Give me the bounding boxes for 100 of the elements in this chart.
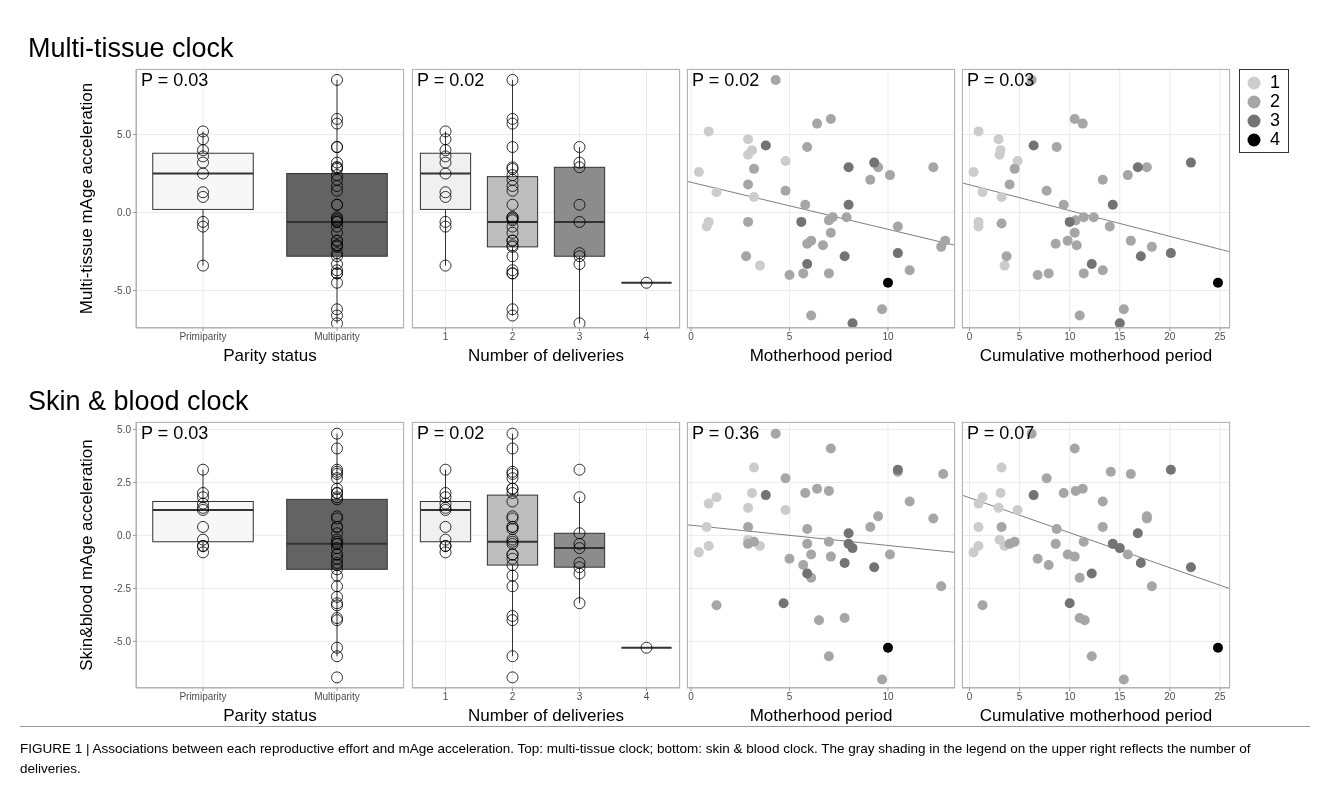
point (996, 462, 1007, 473)
point (1122, 170, 1133, 181)
point (1012, 504, 1023, 515)
point (806, 310, 817, 321)
point (1074, 310, 1085, 321)
point (1104, 221, 1115, 232)
point (996, 218, 1007, 229)
point (1062, 235, 1073, 246)
point (977, 187, 988, 198)
point (741, 251, 752, 262)
x-tick-label: 0 (966, 331, 973, 343)
point (812, 483, 823, 494)
point (1135, 557, 1146, 568)
point (883, 642, 893, 653)
point (1146, 581, 1157, 592)
point (928, 162, 939, 173)
point (749, 163, 759, 174)
x-tick-label: 5 (786, 691, 793, 703)
point (747, 488, 758, 498)
point (823, 651, 834, 662)
x-axis-title: Motherhood period (749, 706, 893, 725)
point (928, 513, 939, 524)
point (743, 216, 754, 227)
point (1074, 572, 1085, 583)
point (996, 521, 1007, 532)
x-tick-label: Primiparity (179, 691, 227, 703)
y-tick-label: 2.5 (117, 476, 132, 488)
point (784, 269, 795, 280)
point (1097, 521, 1108, 532)
point (802, 142, 813, 153)
point (977, 600, 988, 611)
point (743, 502, 754, 513)
point (743, 149, 754, 160)
point (711, 600, 722, 611)
x-tick-label: 3 (576, 331, 583, 343)
point (1009, 163, 1020, 174)
x-tick-label: 15 (1114, 691, 1126, 703)
point (968, 166, 979, 177)
point (936, 241, 947, 252)
x-tick-label: 25 (1214, 691, 1226, 703)
y-tick-label: -5.0 (113, 285, 132, 297)
chart-title: Skin & blood clock (28, 386, 249, 417)
point (1069, 443, 1080, 454)
point (1118, 304, 1129, 315)
point (1105, 466, 1116, 477)
x-axis-title: Cumulative motherhood period (979, 706, 1213, 725)
point (973, 126, 984, 137)
y-tick-label: 0.0 (117, 207, 132, 219)
point (1001, 251, 1012, 262)
point (1141, 162, 1152, 173)
point (693, 547, 704, 558)
point (798, 560, 809, 571)
annotation: P = 0.02 (417, 423, 485, 444)
annotation: P = 0.03 (141, 70, 209, 91)
point (800, 488, 811, 498)
point (839, 613, 850, 624)
point (877, 674, 888, 685)
annotation: P = 0.03 (141, 423, 209, 444)
point (843, 528, 854, 539)
point (825, 227, 836, 238)
point (798, 268, 809, 279)
point (1185, 562, 1196, 573)
chart-title: Multi-tissue clock (28, 33, 234, 64)
point (847, 318, 858, 328)
point (869, 157, 880, 168)
point (780, 156, 791, 167)
point (839, 251, 850, 262)
point (904, 496, 915, 507)
point (823, 215, 834, 226)
point (973, 540, 984, 551)
point (1132, 162, 1143, 173)
point (1088, 212, 1099, 223)
point (1058, 488, 1069, 498)
point (936, 581, 947, 592)
point (839, 557, 850, 568)
x-tick-label: 2 (509, 331, 516, 343)
x-tick-label: 0 (688, 691, 695, 703)
point (1122, 549, 1133, 560)
point (1041, 185, 1052, 196)
x-tick-label: Multiparity (314, 691, 360, 703)
point (780, 504, 791, 515)
point (996, 191, 1007, 202)
point (1032, 269, 1043, 280)
x-tick-label: 20 (1164, 331, 1176, 343)
point (780, 185, 791, 196)
point (1146, 241, 1157, 252)
y-axis-title: Skin&blood mAge acceleration (77, 439, 97, 671)
annotation: P = 0.02 (417, 70, 485, 91)
point (1032, 553, 1043, 564)
x-tick-label: 10 (1064, 331, 1076, 343)
point (1069, 551, 1080, 562)
point (1097, 174, 1108, 185)
y-tick-label: -5.0 (113, 635, 132, 647)
point (1050, 538, 1061, 549)
x-tick-label: 1 (442, 691, 449, 703)
x-axis-title: Parity status (223, 346, 317, 365)
point (703, 498, 714, 509)
point (1114, 543, 1125, 554)
point (770, 74, 781, 85)
annotation: P = 0.36 (692, 423, 760, 444)
